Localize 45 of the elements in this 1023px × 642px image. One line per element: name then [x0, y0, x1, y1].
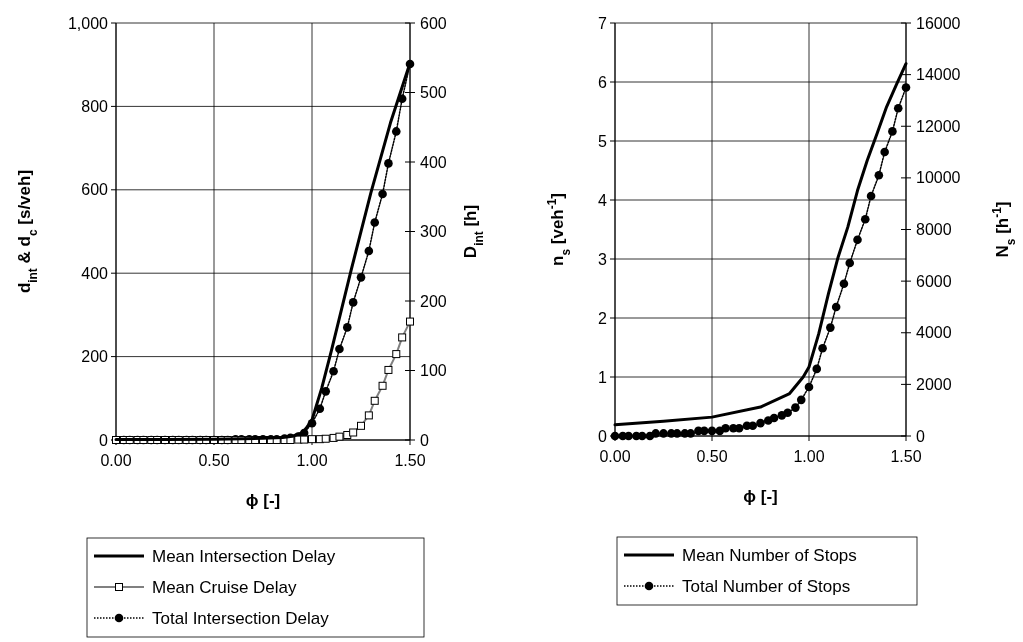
- y2-tick-label: 12000: [916, 117, 961, 135]
- x-axis-title: ϕ [-]: [245, 491, 281, 510]
- legend-label: Total Intersection Delay: [152, 608, 330, 628]
- y2-tick-label: 100: [420, 362, 447, 380]
- legend-label: Mean Intersection Delay: [152, 546, 336, 566]
- x-tick-label: 1.00: [793, 448, 825, 465]
- y-tick-label: 6: [598, 73, 608, 91]
- y-tick-label: 200: [81, 348, 109, 366]
- y-tick-label: 7: [598, 14, 608, 32]
- y2-tick-label: 0: [420, 431, 429, 449]
- y-tick-label: 5: [598, 132, 608, 150]
- y2-tick-label: 600: [420, 14, 447, 32]
- y2-tick-label: 400: [420, 153, 447, 171]
- y-tick-label: 2: [598, 309, 608, 327]
- y2-tick-label: 4000: [916, 324, 952, 342]
- y2-tick-label: 10000: [916, 169, 961, 187]
- y-tick-label: 1: [598, 368, 608, 386]
- legend-label: Mean Cruise Delay: [152, 577, 298, 597]
- x-tick-label: 1.50: [890, 448, 922, 465]
- y-tick-label: 0: [99, 431, 109, 449]
- y-tick-label: 3: [598, 250, 608, 268]
- y-tick-label: 1,000: [67, 14, 109, 32]
- y2-tick-label: 2000: [916, 375, 952, 393]
- y2-tick-label: 500: [420, 84, 447, 102]
- x-tick-label: 0.50: [198, 452, 230, 469]
- y2-tick-label: 200: [420, 292, 447, 310]
- y-tick-label: 0: [598, 427, 608, 445]
- y-tick-label: 400: [81, 264, 109, 282]
- y2-tick-label: 300: [420, 223, 447, 241]
- x-tick-label: 1.50: [394, 452, 426, 469]
- x-tick-label: 0.00: [599, 448, 631, 465]
- y-tick-label: 4: [598, 191, 608, 209]
- legend-label: Total Number of Stops: [682, 576, 851, 596]
- y2-tick-label: 14000: [916, 66, 961, 84]
- x-tick-label: 0.50: [696, 448, 728, 465]
- x-tick-label: 1.00: [296, 452, 328, 469]
- y2-tick-label: 16000: [916, 14, 961, 32]
- x-axis-title: ϕ [-]: [743, 487, 778, 506]
- x-tick-label: 0.00: [100, 452, 132, 469]
- y2-tick-label: 0: [916, 427, 925, 445]
- y-tick-label: 600: [81, 181, 109, 199]
- y2-tick-label: 6000: [916, 272, 952, 290]
- legend-label: Mean Number of Stops: [682, 545, 857, 565]
- y2-tick-label: 8000: [916, 221, 952, 239]
- y-tick-label: 800: [81, 98, 109, 115]
